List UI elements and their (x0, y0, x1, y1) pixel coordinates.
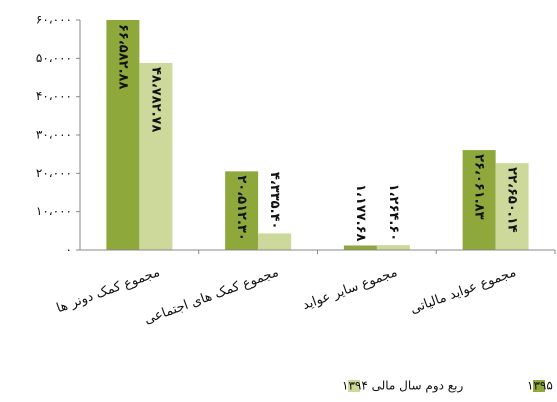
x-tick-label: مجموع سایر عواید (301, 265, 400, 313)
x-tick-label: مجموع کمک دونر ها (55, 265, 162, 316)
value-label: ۱،۱۷۷.۶۸ (353, 184, 368, 242)
y-tick-label: ۰ (66, 243, 72, 257)
y-tick-label: ۲۰،۰۰۰ (36, 166, 72, 180)
bar (495, 163, 529, 250)
y-tick-label: ۱۰،۰۰۰ (36, 204, 72, 218)
y-tick-label: ۶۰،۰۰۰ (36, 13, 72, 27)
bar (376, 245, 410, 250)
value-label: ۲۲،۶۵۰.۱۴ (505, 167, 520, 232)
value-label: ۴،۳۳۵.۴۰ (267, 172, 282, 229)
y-tick-label: ۴۰،۰۰۰ (36, 89, 72, 103)
legend-label: ربع دوم سال مالی ۱۳۹۴ (342, 379, 464, 394)
legend-swatch (348, 380, 360, 392)
x-tick-label: مجموع عواید مالیاتی (408, 265, 518, 317)
bar (139, 62, 173, 250)
value-label: ۶۶،۵۸۲.۸۸ (115, 24, 130, 89)
bar (106, 20, 140, 251)
bar (225, 171, 259, 250)
bar (462, 150, 496, 250)
value-label: ۲۶،۰۶۱.۸۳ (472, 154, 487, 219)
y-tick-label: ۵۰،۰۰۰ (36, 51, 72, 65)
bars (106, 20, 529, 251)
x-tick-label: مجموع کمک های اجتماعی (142, 265, 280, 328)
legend-label: ربع دوم سال مالی ۱۳۹۵ (527, 379, 557, 394)
bar (258, 233, 292, 250)
value-label: ۲۰،۵۱۲.۳۰ (234, 175, 249, 240)
y-tick-label: ۳۰،۰۰۰ (36, 128, 72, 142)
bar (343, 245, 377, 250)
value-label: ۴۸،۷۸۲.۷۸ (148, 67, 163, 132)
value-label: ۱،۲۶۴.۶۰ (386, 184, 401, 241)
legend-swatch (533, 380, 545, 392)
